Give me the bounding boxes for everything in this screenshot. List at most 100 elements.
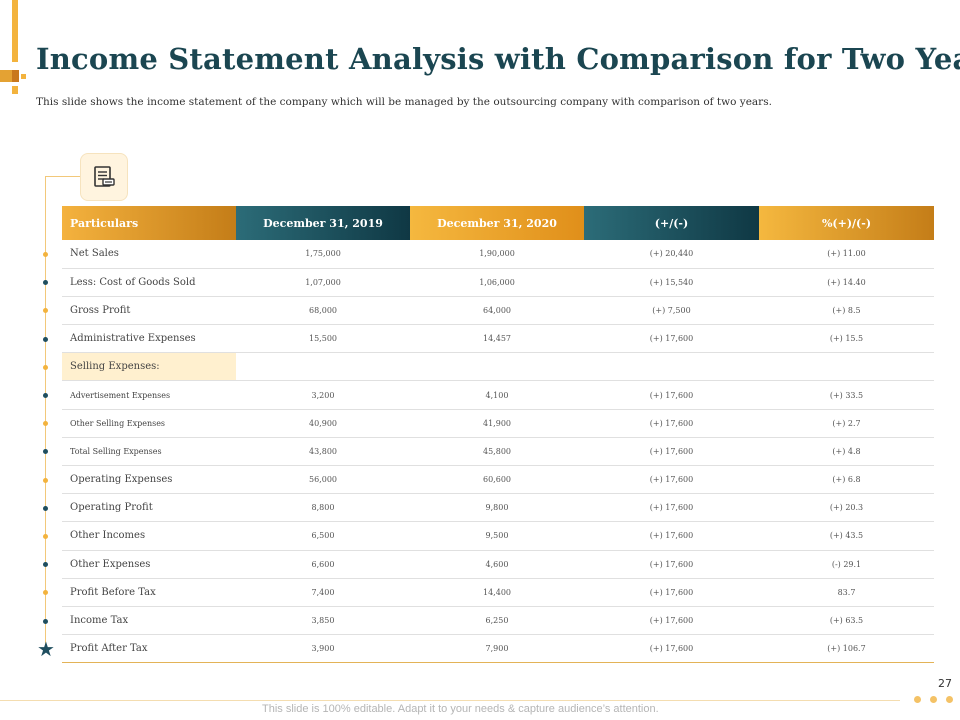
table-row: Less: Cost of Goods Sold 1,07,000 1,06,000… [62,268,934,297]
table-cell: 3,850 [236,606,410,636]
table-cell: 56,000 [236,465,410,495]
table-cell: (+) 15,540 [584,268,759,297]
table-cell: 60,600 [410,465,584,495]
table-row: Gross Profit 68,000 64,000 (+) 7,500 (+) 8.5 [62,296,934,326]
table-cell: (+) 20.3 [759,493,934,523]
timeline-dot [43,336,48,342]
table-cell: (+) 17,600 [584,380,759,410]
table-cell: (+) 17,600 [584,437,759,467]
header-particulars: Particulars [62,206,236,240]
row-label: Other Incomes [62,521,236,551]
row-label: Operating Expenses [62,465,236,495]
slide-subtitle: This slide shows the income statement of… [36,96,772,108]
table-row: Other Expenses 6,600 4,600 (+) 17,600 (-) 29… [62,550,934,579]
table-cell: (+) 33.5 [759,380,934,410]
table-cell: (+) 4.8 [759,437,934,467]
table-cell: (+) 106.7 [759,634,934,664]
table-cell: (+) 20,440 [584,240,759,269]
timeline-dot [43,308,48,314]
table-cell: 64,000 [410,296,584,326]
table-cell: (+) 17,600 [584,409,759,438]
timeline-dot [43,364,48,370]
table-cell: 4,100 [410,380,584,410]
table-cell: (+) 17,600 [584,493,759,523]
row-label: Other Expenses [62,550,236,579]
row-label: Gross Profit [62,296,236,326]
table-cell: 1,07,000 [236,268,410,297]
table-cell: 3,900 [236,634,410,664]
table-cell: (+) 14.40 [759,268,934,297]
table-cell: (+) 63.5 [759,606,934,636]
table-cell: (+) 11.00 [759,240,934,269]
row-label: Net Sales [62,240,236,269]
table-header-row: Particulars December 31, 2019 December 3… [62,206,934,240]
header-change: (+/(-) [584,206,759,240]
star-icon: ★ [37,637,55,661]
table-row: Net Sales 1,75,000 1,90,000 (+) 20,440 (+) 1… [62,240,934,269]
table-cell: 45,800 [410,437,584,467]
table-cell: 15,500 [236,324,410,354]
timeline-dot [43,618,48,624]
table-cell [236,352,410,382]
accent-square [12,70,19,82]
footer-dot [914,696,921,703]
timeline-dot [43,449,48,455]
timeline-line [45,176,46,648]
table-cell: 83.7 [759,578,934,607]
row-label: Advertisement Expenses [62,380,236,410]
table-cell: 4,600 [410,550,584,579]
table-row: Operating Expenses 56,000 60,600 (+) 17,600… [62,465,934,495]
table-cell: 43,800 [236,437,410,467]
row-label: Profit After Tax [62,634,236,664]
table-cell: 7,400 [236,578,410,607]
timeline-dot [43,562,48,568]
table-cell: 1,90,000 [410,240,584,269]
table-body: Net Sales 1,75,000 1,90,000 (+) 20,440 (+) 1… [62,240,934,664]
timeline-dot [43,505,48,511]
table-cell: (+) 17,600 [584,465,759,495]
row-label: Other Selling Expenses [62,409,236,438]
table-cell: 6,500 [236,521,410,551]
timeline-dot [43,534,48,539]
table-row: Profit After Tax 3,900 7,900 (+) 17,600 (+) … [62,634,934,664]
timeline-dot [43,421,48,427]
table-cell: 9,500 [410,521,584,551]
header-dec-2020: December 31, 2020 [410,206,584,240]
table-cell: (+) 8.5 [759,296,934,326]
table-cell [759,352,934,382]
accent-square [21,74,26,79]
accent-square [12,86,18,94]
accent-square [0,70,12,82]
table-row: Other Incomes 6,500 9,500 (+) 17,600 (+) 43.… [62,521,934,551]
table-row: Advertisement Expenses 3,200 4,100 (+) 17,6… [62,380,934,410]
row-label: Less: Cost of Goods Sold [62,268,236,297]
table-cell: 14,400 [410,578,584,607]
table-cell: (+) 43.5 [759,521,934,551]
footer-dot [946,696,953,703]
table-cell [410,352,584,382]
row-label: Total Selling Expenses [62,437,236,467]
table-cell: 1,75,000 [236,240,410,269]
table-row: Selling Expenses: [62,352,934,382]
document-icon-box [80,153,128,201]
table-row: Total Selling Expenses 43,800 45,800 (+) 17… [62,437,934,467]
slide-title: Income Statement Analysis with Compariso… [36,42,960,76]
footer-divider [0,700,900,701]
row-label: Profit Before Tax [62,578,236,607]
table-cell: (-) 29.1 [759,550,934,579]
table-cell: (+) 2.7 [759,409,934,438]
table-cell: (+) 17,600 [584,634,759,664]
timeline-dot [43,252,48,257]
row-label: Income Tax [62,606,236,636]
row-label: Operating Profit [62,493,236,523]
table-cell: 68,000 [236,296,410,326]
row-label: Selling Expenses: [62,352,236,382]
row-label: Administrative Expenses [62,324,236,354]
timeline-connector [45,176,81,177]
footer-text: This slide is 100% editable. Adapt it to… [262,703,659,715]
header-dec-2019: December 31, 2019 [236,206,410,240]
table-cell: (+) 17,600 [584,578,759,607]
timeline-dot [43,590,48,596]
table-cell: 41,900 [410,409,584,438]
table-cell: 9,800 [410,493,584,523]
